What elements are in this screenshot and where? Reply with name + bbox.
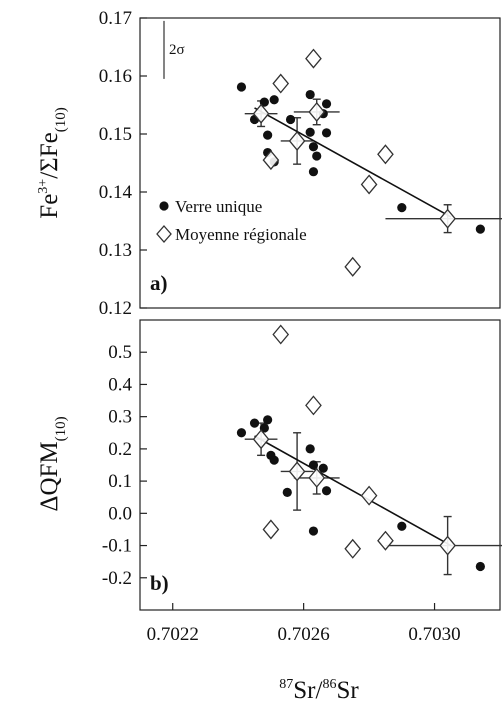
x-tick-label: 0.7030 bbox=[408, 624, 460, 645]
verre-unique-point bbox=[263, 130, 273, 140]
y-tick-label: 0.14 bbox=[99, 182, 133, 203]
sigma-scale-label: 2σ bbox=[169, 42, 185, 58]
verre-unique-point bbox=[259, 423, 269, 433]
legend-diamond-marker bbox=[156, 225, 172, 243]
legend: Verre unique Moyenne régionale bbox=[156, 197, 307, 244]
legend-label-verre-unique: Verre unique bbox=[175, 197, 262, 216]
y-tick-label: 0.4 bbox=[108, 374, 132, 395]
moyenne-regionale-point bbox=[272, 73, 290, 94]
x-tick-label: 0.7022 bbox=[147, 624, 199, 645]
moyenne-regionale-point bbox=[308, 101, 326, 122]
moyenne-regionale-point bbox=[439, 535, 456, 556]
verre-unique-point bbox=[321, 99, 332, 109]
moyenne-regionale-point bbox=[377, 530, 394, 551]
verre-unique-point bbox=[321, 486, 332, 496]
y-tick-label: 0.13 bbox=[99, 240, 132, 261]
verre-unique-point bbox=[321, 128, 332, 138]
y-tick-label: 0.16 bbox=[99, 66, 132, 87]
panel-a-plot-frame bbox=[139, 17, 501, 309]
moyenne-regionale-point bbox=[262, 519, 280, 540]
legend-circle-marker bbox=[159, 201, 169, 211]
verre-unique-point bbox=[269, 95, 279, 105]
y-tick-label: 0.15 bbox=[99, 124, 132, 145]
moyenne-regionale-point bbox=[308, 467, 326, 488]
verre-unique-point bbox=[259, 97, 269, 107]
y-tick-label: -0.1 bbox=[102, 536, 132, 557]
panel-b-trend-line bbox=[254, 435, 452, 547]
moyenne-regionale-point bbox=[288, 461, 306, 482]
verre-unique-point bbox=[305, 444, 315, 454]
x-axis-label: 87Sr/86Sr bbox=[279, 677, 359, 704]
panel-b-diamond-points bbox=[252, 324, 456, 559]
moyenne-regionale-point bbox=[252, 103, 270, 124]
verre-unique-point bbox=[249, 418, 260, 428]
panel-b-y-axis-label: ΔQFM(10) bbox=[36, 416, 69, 511]
y-tick-label: -0.2 bbox=[102, 568, 132, 589]
panel-b-plot-frame bbox=[139, 319, 501, 611]
moyenne-regionale-point bbox=[252, 429, 270, 450]
panel-b-circle-points bbox=[236, 415, 485, 572]
verre-unique-point bbox=[475, 561, 485, 572]
panel-a-circle-points bbox=[236, 82, 485, 234]
y-tick-label: 0.2 bbox=[108, 439, 132, 460]
y-tick-label: 0.12 bbox=[99, 298, 132, 319]
verre-unique-point bbox=[308, 167, 319, 177]
verre-unique-point bbox=[305, 127, 315, 137]
verre-unique-point bbox=[305, 89, 315, 100]
moyenne-regionale-point bbox=[360, 174, 378, 195]
verre-unique-point bbox=[308, 526, 319, 536]
verre-unique-point bbox=[475, 224, 485, 234]
y-tick-label: 0.5 bbox=[108, 342, 132, 363]
panel-b-chart: -0.2-0.10.00.10.20.30.40.5 0.7022 0.7026 0… bbox=[36, 319, 502, 704]
moyenne-regionale-point bbox=[305, 48, 322, 69]
moyenne-regionale-point bbox=[288, 130, 306, 151]
panel-a-chart: 0.12 0.13 0.14 0.15 0.16 0.17 2σ Verre unique… bbox=[36, 8, 502, 319]
panel-a-error-bars bbox=[244, 98, 502, 234]
moyenne-regionale-point bbox=[262, 150, 280, 171]
verre-unique-point bbox=[312, 151, 322, 161]
moyenne-regionale-point bbox=[360, 485, 378, 506]
panel-a-y-ticks: 0.12 0.13 0.14 0.15 0.16 0.17 bbox=[99, 8, 147, 319]
panel-a-error-scale: 2σ bbox=[163, 20, 185, 79]
panel-b-label: b) bbox=[150, 571, 169, 595]
panel-b-x-ticks: 0.7022 0.7026 0.7030 bbox=[147, 603, 461, 645]
verre-unique-point bbox=[282, 487, 292, 497]
moyenne-regionale-point bbox=[377, 144, 394, 165]
panel-b-y-ticks: -0.2 -0.1 0.0 0.1 0.2 0.3 0.4 0.5 bbox=[102, 342, 147, 589]
x-tick-label: 0.7026 bbox=[278, 624, 330, 645]
verre-unique-point bbox=[397, 203, 407, 213]
verre-unique-point bbox=[318, 463, 328, 473]
verre-unique-point bbox=[308, 460, 319, 470]
legend-label-moyenne-regionale: Moyenne régionale bbox=[175, 225, 307, 244]
y-tick-label: 0.1 bbox=[108, 471, 132, 492]
verre-unique-point bbox=[308, 142, 319, 152]
y-tick-label: 0.3 bbox=[108, 407, 132, 428]
verre-unique-point bbox=[397, 521, 407, 531]
verre-unique-point bbox=[236, 428, 247, 438]
moyenne-regionale-point bbox=[344, 538, 362, 559]
panel-a-label: a) bbox=[150, 271, 168, 295]
panel-a-diamond-points bbox=[252, 48, 456, 277]
moyenne-regionale-point bbox=[272, 324, 290, 345]
y-tick-label: 0.17 bbox=[99, 8, 132, 29]
moyenne-regionale-point bbox=[344, 256, 362, 277]
panel-a-y-axis-label: Fe3+/ΣFe(10) bbox=[36, 107, 69, 218]
moyenne-regionale-point bbox=[439, 208, 456, 229]
panel-a-trend-line bbox=[254, 107, 452, 218]
y-tick-label: 0.0 bbox=[108, 503, 132, 524]
verre-unique-point bbox=[236, 82, 247, 92]
verre-unique-point bbox=[269, 455, 279, 465]
verre-unique-point bbox=[263, 415, 273, 425]
verre-unique-point bbox=[285, 114, 296, 125]
moyenne-regionale-point bbox=[305, 395, 322, 416]
